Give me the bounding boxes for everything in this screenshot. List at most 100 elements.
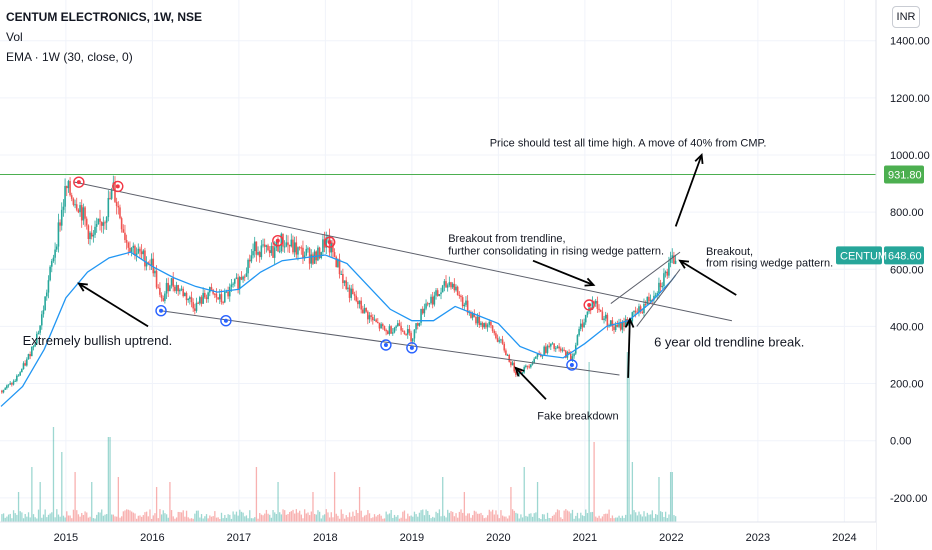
candle [142,250,145,255]
price-axis[interactable] [876,0,932,550]
volume-bar [568,511,570,522]
volume-bar [523,467,525,522]
volume-bar [455,513,457,522]
candle [520,370,522,373]
candle [659,282,662,288]
volume-bar [295,509,297,522]
arrow-ath-target[interactable] [674,154,703,227]
arrow-fake-breakdown-head [514,366,525,377]
candle [67,181,70,189]
upper-trendline[interactable] [74,181,733,322]
candle [370,315,372,318]
candle [396,323,399,327]
candle [207,292,209,300]
candle [273,247,276,258]
arrow-uptrend-head [77,282,88,292]
candle [613,326,615,331]
volume-bar [124,510,126,522]
candle [491,325,494,331]
candle [383,326,386,330]
volume-bar [566,510,569,522]
candle [400,325,402,331]
candle [415,323,417,330]
volume-bar [403,510,406,522]
wedge-upper[interactable] [610,251,681,304]
volume-bar [561,518,564,522]
volume-bar [102,515,105,522]
candle [554,348,557,350]
top-pivot-marker-dot [587,302,592,307]
arrow-wedge-breakout[interactable] [679,259,737,296]
volume-bar [560,517,562,522]
volume-bar [367,510,369,522]
volume-bar [274,512,276,522]
candle [591,301,594,310]
candle [453,283,456,291]
candle [373,319,376,321]
volume-bar [179,512,181,522]
volume-bar [540,518,542,522]
top-pivot-marker-dot [327,240,332,245]
volume-bar [372,517,374,522]
volume-bar [630,514,632,522]
volume-bar [249,510,251,522]
volume-bar [230,518,233,522]
candle [155,270,158,288]
candle [247,259,249,274]
candle [310,254,313,264]
candle [217,297,219,300]
candle [460,295,462,298]
candle [377,321,379,323]
candle [614,325,617,331]
bottom-pivot-marker-dot [383,342,388,347]
candle [548,345,550,347]
volume-bar [318,511,321,522]
price-label-value: 931.80 [888,169,922,181]
candle [634,310,637,313]
candle [406,329,409,335]
arrow-breakout-trendline[interactable] [532,259,594,286]
volume-bar [144,512,146,522]
volume-bar [42,514,45,522]
candle [430,296,432,304]
candle [210,287,213,290]
volume-bar [595,516,597,522]
ema-indicator-label[interactable]: EMA · 1W (30, close, 0) [6,50,133,64]
volume-bar [252,518,254,522]
candle [674,260,677,264]
time-axis[interactable] [0,522,876,550]
candle [313,251,316,264]
candle [50,261,53,267]
currency-button[interactable]: INR [892,6,920,28]
candle [270,245,273,254]
volume-bar [34,517,36,522]
candle [365,307,367,312]
volume-indicator-label[interactable]: Vol [6,30,23,44]
volume-bar [611,515,614,522]
volume-bar [453,516,456,522]
volume-bar [169,482,171,522]
arrow-uptrend[interactable] [78,282,149,328]
wedge-lower[interactable] [636,268,681,327]
volume-bar [601,516,604,522]
candle [285,242,288,247]
volume-bar [575,515,577,522]
candle [455,286,457,291]
volume-bar [16,514,18,522]
volume-bar [81,512,83,522]
candle [581,323,584,328]
candle [250,255,253,262]
candle [248,259,251,262]
candle [348,287,351,298]
candle [623,322,625,328]
time-tick-label: 2022 [659,532,683,544]
arrow-fake-breakdown[interactable] [515,367,547,400]
volume-bar [533,513,535,522]
volume-bar [21,512,23,522]
candle [646,296,649,305]
arrow-trendline-break[interactable] [627,319,631,378]
ema-line [0,251,677,407]
candle [666,271,669,276]
symbol-title[interactable]: CENTUM ELECTRONICS, 1W, NSE [6,10,203,24]
